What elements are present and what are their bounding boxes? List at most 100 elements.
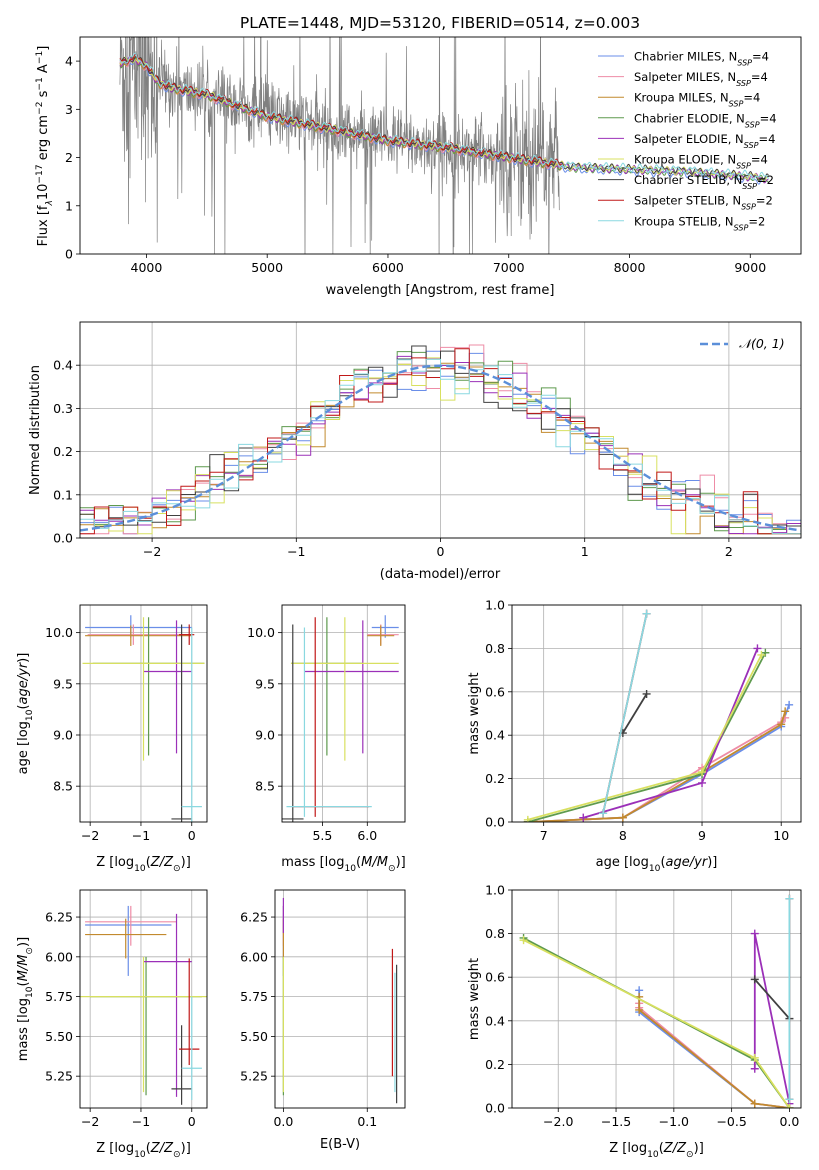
y-tick-label: 0.2 [485, 771, 505, 786]
y-axis-label: age [log10(age/yr)] [16, 653, 35, 775]
weight-marker [781, 707, 790, 716]
x-axis-label: Z [log10(Z/Z⊙)] [96, 1141, 191, 1160]
weight-marker [523, 815, 532, 822]
y-tick-label: 0.6 [485, 970, 505, 985]
weight-vs-age-frame [511, 604, 802, 823]
y-tick-label: 0.2 [53, 444, 73, 459]
y-tick-label: 6.00 [240, 949, 268, 964]
y-tick-label: 8.5 [255, 779, 275, 794]
x-tick-label: −2 [81, 1114, 99, 1129]
y-tick-label: 5.25 [45, 1069, 73, 1084]
weight-marker [785, 1104, 794, 1108]
y-tick-label: 0.8 [485, 926, 505, 941]
axes-age-vs-Z: −2 −1 0 8.5 9.0 9.5 10.0 [45, 605, 207, 843]
y-tick-label: 0.4 [485, 1013, 505, 1028]
x-tick-label: 6000 [372, 260, 404, 275]
weight-marker [750, 929, 759, 938]
residual-histogram [80, 348, 801, 535]
mass-vs-ebv-plot [282, 897, 398, 1104]
y-tick-label: 9.0 [255, 727, 275, 742]
y-axis-label: mass [log10(M/M⊙)] [16, 937, 35, 1061]
weight-marker [519, 936, 528, 945]
y-tick-label: 9.0 [53, 727, 73, 742]
x-axis-label: age [log10(age/yr)] [596, 855, 718, 874]
y-tick-label: 5.50 [240, 1029, 268, 1044]
weight-vs-Z-frame [511, 889, 802, 1109]
mass-vs-Z-plot [80, 905, 207, 1105]
weight-marker [750, 1064, 759, 1073]
y-tick-label: 6.00 [45, 949, 73, 964]
y-axis-label: mass weight [467, 958, 482, 1040]
x-tick-label: −1 [287, 544, 305, 559]
x-tick-label: 1 [581, 544, 589, 559]
weight-line [622, 693, 648, 734]
x-axis-label: wavelength [Angstrom, rest frame] [326, 283, 555, 298]
normal-legend-label: 𝒩(0, 1) [739, 336, 785, 351]
y-tick-label: 4 [65, 54, 73, 69]
legend-label: Kroupa ELODIE, NSSP=4 [634, 153, 768, 171]
x-tick-label: 5.5 [312, 828, 332, 843]
y-axis-label: mass weight [467, 672, 482, 754]
x-tick-label: 4000 [131, 260, 163, 275]
weight-marker [750, 975, 759, 984]
x-tick-label: 10 [773, 828, 789, 843]
legend-label: Kroupa STELIB, NSSP=2 [634, 214, 765, 232]
axes-spectrum: 4000 5000 6000 7000 8000 9000 0 1 2 3 4 [65, 54, 766, 275]
y-tick-label: 0.8 [485, 641, 505, 656]
x-tick-label: 7 [540, 828, 548, 843]
weight-vs-Z-plot [519, 894, 794, 1108]
weight-marker [618, 813, 627, 822]
y-tick-label: 1.0 [485, 883, 505, 898]
y-tick-label: 6.25 [240, 910, 268, 925]
y-axis-label: Normed distribution [28, 365, 43, 495]
y-tick-label: 0.4 [485, 728, 505, 743]
weight-marker [750, 1099, 759, 1108]
weight-marker [635, 1005, 644, 1014]
weight-marker [642, 609, 651, 618]
x-tick-label: 7000 [493, 260, 525, 275]
weight-vs-age-plot [523, 609, 794, 822]
y-tick-label: 9.5 [255, 676, 275, 691]
x-axis-label: E(B-V) [320, 1137, 360, 1152]
weight-marker [599, 809, 608, 818]
y-tick-label: 1 [65, 198, 73, 213]
x-tick-label: −2 [81, 828, 99, 843]
x-tick-label: 9 [698, 828, 706, 843]
y-tick-label: 5.50 [45, 1029, 73, 1044]
x-tick-label: 0 [188, 1114, 196, 1129]
weight-marker [698, 778, 707, 787]
y-tick-label: 0.0 [485, 815, 505, 830]
axes-weight-vs-age: 7 8 9 10 0.0 0.2 0.4 0.6 0.8 1.0 [485, 598, 801, 843]
x-tick-label: −1.0 [659, 1114, 689, 1129]
y-tick-label: 5.75 [240, 989, 268, 1004]
x-tick-label: −1 [132, 828, 150, 843]
x-tick-label: 0.0 [273, 1114, 293, 1129]
y-tick-label: 0 [65, 247, 73, 262]
x-tick-label: 0 [437, 544, 445, 559]
x-tick-label: −2 [143, 544, 161, 559]
model-spectrum-line [119, 53, 562, 167]
y-tick-label: 0.1 [53, 487, 73, 502]
weight-marker [785, 1095, 794, 1104]
x-tick-label: −2.0 [543, 1114, 573, 1129]
spectrum-frame [79, 36, 802, 255]
y-tick-label: 0.0 [53, 531, 73, 546]
y-tick-label: 0.0 [485, 1101, 505, 1116]
mass-vs-ebv-frame [274, 889, 406, 1109]
weight-marker [757, 650, 766, 659]
legend-label: Kroupa MILES, NSSP=4 [634, 91, 760, 109]
weight-marker [785, 894, 794, 903]
legend-label: Chabrier MILES, NSSP=4 [634, 50, 769, 68]
weight-marker [777, 720, 786, 729]
weight-marker [753, 644, 762, 653]
y-tick-label: 0.2 [485, 1057, 505, 1072]
legend-label: Salpeter STELIB, NSSP=2 [634, 194, 773, 212]
weight-marker [579, 813, 588, 822]
figure-title: PLATE=1448, MJD=53120, FIBERID=0514, z=0… [240, 14, 640, 32]
weight-marker [750, 1053, 759, 1062]
x-axis-label: (data-model)/error [380, 567, 501, 582]
x-tick-label: 2 [725, 544, 733, 559]
residual-plot [80, 344, 801, 535]
y-tick-label: 3 [65, 102, 73, 117]
